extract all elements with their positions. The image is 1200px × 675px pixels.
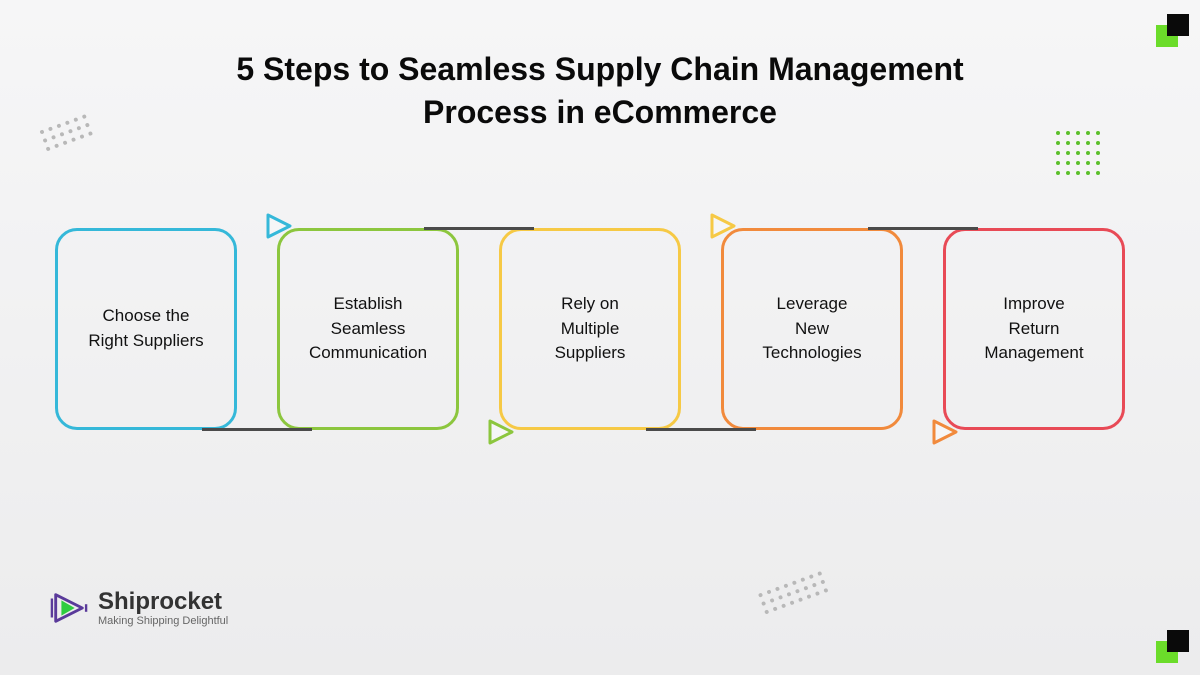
step-label: Improve Return Management <box>984 292 1083 366</box>
page-title: 5 Steps to Seamless Supply Chain Managem… <box>150 48 1050 134</box>
step-box-2: Establish Seamless Communication <box>277 228 459 430</box>
logo-name: Shiprocket <box>98 589 228 615</box>
corner-decor-top-right <box>1156 14 1191 54</box>
brand-logo: Shiprocket Making Shipping Delightful <box>50 589 228 627</box>
corner-decor-bottom-right <box>1156 630 1191 670</box>
flow-arrow-2 <box>486 417 516 447</box>
flow-arrow-1 <box>264 211 294 241</box>
step-box-5: Improve Return Management <box>943 228 1125 430</box>
step-box-1: Choose the Right Suppliers <box>55 228 237 430</box>
step-label: Establish Seamless Communication <box>309 292 427 366</box>
connector-3 <box>646 428 756 431</box>
connector-1 <box>202 428 312 431</box>
dot-decoration-2 <box>757 569 836 624</box>
connector-4 <box>868 227 978 230</box>
step-label: Rely on Multiple Suppliers <box>555 292 626 366</box>
dot-decoration-3 <box>1055 130 1105 185</box>
logo-tagline: Making Shipping Delightful <box>98 615 228 627</box>
step-label: Choose the Right Suppliers <box>88 304 203 353</box>
flow-arrow-3 <box>708 211 738 241</box>
step-box-4: Leverage New Technologies <box>721 228 903 430</box>
flow-arrow-4 <box>930 417 960 447</box>
dot-decoration-1 <box>38 112 100 161</box>
step-label: Leverage New Technologies <box>762 292 861 366</box>
shiprocket-icon <box>50 589 88 627</box>
step-box-3: Rely on Multiple Suppliers <box>499 228 681 430</box>
connector-2 <box>424 227 534 230</box>
